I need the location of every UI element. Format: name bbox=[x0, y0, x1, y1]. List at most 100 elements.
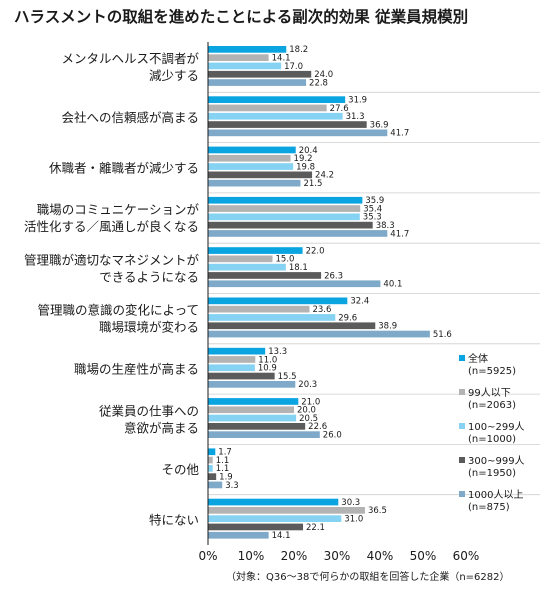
x-tick-label: 10% bbox=[238, 549, 265, 563]
data-label: 14.1 bbox=[272, 531, 291, 541]
bar bbox=[208, 70, 312, 78]
data-label: 38.9 bbox=[378, 322, 397, 332]
data-label: 41.7 bbox=[390, 229, 409, 239]
data-label: 3.3 bbox=[225, 481, 239, 491]
legend-label: 1000人以上 bbox=[468, 489, 523, 501]
data-label: 24.0 bbox=[314, 70, 333, 80]
bar bbox=[208, 515, 342, 522]
bar bbox=[208, 330, 430, 338]
bars: 18.214.117.024.022.831.927.631.336.941.7… bbox=[208, 45, 452, 541]
data-label: 31.3 bbox=[346, 112, 365, 122]
bar bbox=[208, 121, 367, 128]
data-label: 20.4 bbox=[299, 146, 318, 156]
bar bbox=[208, 213, 360, 221]
bar bbox=[208, 507, 365, 514]
bar bbox=[208, 221, 373, 229]
category-label-line: 活性化する／風通しが良くなる bbox=[24, 219, 199, 234]
category-label-line: 意欲が高まる bbox=[124, 420, 199, 435]
data-label: 27.6 bbox=[330, 104, 349, 114]
x-axis-ticks: 0% 10% 20% 30% 40% 50% 60% bbox=[198, 549, 479, 563]
legend-swatch bbox=[459, 355, 465, 361]
bar bbox=[208, 62, 282, 70]
data-label: 13.3 bbox=[268, 347, 287, 357]
data-label: 22.1 bbox=[306, 523, 325, 533]
bar bbox=[208, 196, 363, 204]
data-label: 10.9 bbox=[258, 364, 277, 374]
data-label: 36.9 bbox=[370, 120, 389, 130]
bar bbox=[208, 364, 255, 372]
bar bbox=[208, 146, 296, 154]
bar bbox=[208, 356, 256, 363]
category-label-line: 職場環境が変わる bbox=[99, 320, 199, 335]
data-label: 20.5 bbox=[299, 414, 318, 424]
footnote: （対象：Q36～38で何らかの取組を回答した企業（n=6282） bbox=[226, 570, 510, 583]
data-label: 15.5 bbox=[278, 372, 297, 382]
category-label: 従業員の仕事への意欲が高まる bbox=[99, 403, 199, 435]
x-tick-label: 20% bbox=[281, 549, 308, 563]
data-label: 21.5 bbox=[303, 179, 322, 189]
bar bbox=[208, 112, 343, 120]
data-label: 18.1 bbox=[289, 263, 308, 273]
data-label: 17.0 bbox=[284, 62, 303, 72]
category-label: 管理職の意識の変化によって職場環境が変わる bbox=[37, 303, 199, 335]
bar bbox=[208, 129, 388, 137]
data-label: 41.7 bbox=[390, 129, 409, 139]
category-label-line: 職場の生産性が高まる bbox=[74, 361, 199, 376]
data-label: 1.7 bbox=[218, 448, 232, 458]
category-label: その他 bbox=[161, 462, 199, 477]
data-label: 31.9 bbox=[348, 96, 367, 106]
category-label-line: 減少する bbox=[149, 68, 199, 83]
chart-title: ハラスメントの取組を進めたことによる副次的効果 従業員規模別 bbox=[14, 7, 468, 26]
legend-n: (n=5925) bbox=[468, 366, 516, 377]
bar bbox=[208, 456, 213, 464]
bar bbox=[208, 255, 273, 263]
bar bbox=[208, 79, 307, 86]
legend-n: (n=875) bbox=[468, 502, 510, 513]
data-label: 31.0 bbox=[344, 515, 363, 525]
bar bbox=[208, 414, 297, 422]
data-label: 1.1 bbox=[216, 464, 230, 474]
x-tick-label: 0% bbox=[198, 549, 217, 563]
legend-label: 全体 bbox=[468, 352, 488, 365]
bar bbox=[208, 280, 381, 288]
data-label: 29.6 bbox=[338, 313, 357, 323]
category-label-line: できるようになる bbox=[99, 269, 199, 284]
data-label: 32.4 bbox=[350, 297, 369, 307]
category-label-line: 管理職が適切なマネジメントが bbox=[24, 252, 200, 267]
bar bbox=[208, 481, 223, 489]
category-label: 会社への信頼感が高まる bbox=[61, 110, 199, 125]
legend-swatch bbox=[459, 423, 465, 429]
data-label: 22.0 bbox=[306, 246, 325, 256]
bar bbox=[208, 46, 287, 53]
category-label-line: 休職者・離職者が減少する bbox=[49, 160, 199, 175]
bar bbox=[208, 347, 266, 355]
legend-label: 100~299人 bbox=[468, 421, 525, 433]
category-labels: メンタルヘルス不調者が減少する会社への信頼感が高まる休職者・離職者が減少する職場… bbox=[24, 51, 200, 527]
data-label: 14.1 bbox=[272, 54, 291, 64]
category-label-line: 会社への信頼感が高まる bbox=[61, 110, 199, 125]
data-label: 20.0 bbox=[297, 406, 316, 416]
category-label-line: 従業員の仕事への bbox=[99, 403, 199, 418]
category-label-line: 特にない bbox=[149, 512, 199, 527]
x-tick-label: 50% bbox=[410, 549, 437, 563]
legend-label: 300~999人 bbox=[468, 455, 525, 467]
bar bbox=[208, 498, 339, 506]
data-label: 15.0 bbox=[276, 255, 295, 265]
legend-swatch bbox=[459, 491, 465, 497]
data-label: 36.5 bbox=[368, 506, 387, 516]
bar bbox=[208, 179, 301, 187]
x-tick-label: 60% bbox=[453, 549, 480, 563]
data-label: 23.6 bbox=[312, 305, 331, 315]
bar bbox=[208, 171, 313, 179]
bar bbox=[208, 154, 291, 162]
data-label: 20.3 bbox=[298, 380, 317, 390]
legend-label: 99人以下 bbox=[468, 387, 511, 399]
bar bbox=[208, 297, 348, 305]
data-label: 35.4 bbox=[363, 204, 382, 214]
legend-n: (n=1950) bbox=[468, 468, 516, 479]
category-label: 職場のコミュニケーションが活性化する／風通しが良くなる bbox=[24, 202, 200, 234]
data-label: 1.1 bbox=[216, 456, 230, 466]
data-label: 24.2 bbox=[315, 171, 334, 181]
data-label: 22.6 bbox=[308, 422, 327, 432]
